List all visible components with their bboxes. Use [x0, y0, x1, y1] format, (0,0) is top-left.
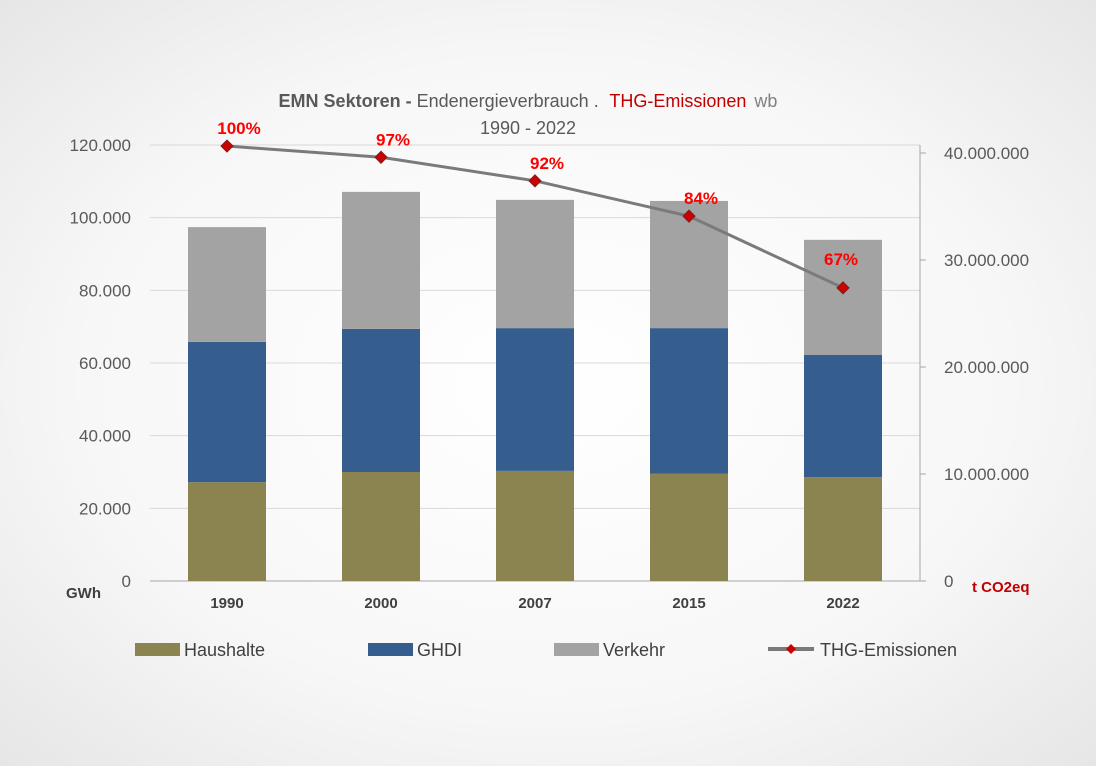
bar-haushalte-2007 — [496, 470, 574, 581]
bar-haushalte-2015 — [650, 473, 728, 581]
bar-haushalte-1990 — [188, 482, 266, 581]
bar-haushalte-2000 — [342, 472, 420, 581]
data-label: 100% — [217, 119, 260, 138]
y2-tick-label: 20.000.000 — [944, 358, 1029, 377]
bar-ghdi-2000 — [342, 328, 420, 472]
line-marker — [528, 174, 542, 188]
bar-ghdi-2015 — [650, 328, 728, 474]
bar-verkehr-2007 — [496, 199, 574, 329]
legend-swatch — [135, 643, 180, 656]
y2-axis-label: t CO2eq — [972, 579, 1030, 596]
legend-swatch — [368, 643, 413, 656]
x-tick-label: 2007 — [518, 595, 551, 612]
y2-tick-label: 10.000.000 — [944, 465, 1029, 484]
x-tick-label: 1990 — [210, 595, 243, 612]
legend-label: Haushalte — [184, 640, 265, 660]
y-tick-label: 40.000 — [79, 427, 131, 446]
title-part4: wb — [753, 91, 777, 111]
line-marker — [836, 281, 850, 295]
line-marker — [220, 139, 234, 153]
y-tick-label: 0 — [122, 572, 131, 591]
data-label: 97% — [376, 130, 410, 149]
y2-tick-label: 0 — [944, 572, 953, 591]
legend-label: THG-Emissionen — [820, 640, 957, 660]
chart-title: EMN Sektoren - Endenergieverbrauch . THG… — [279, 91, 778, 111]
x-tick-label: 2022 — [826, 595, 859, 612]
bar-ghdi-1990 — [188, 341, 266, 483]
line-marker — [374, 150, 388, 164]
y-tick-label: 80.000 — [79, 281, 131, 300]
chart-subtitle: 1990 - 2022 — [480, 118, 576, 138]
y-axis-label: GWh — [66, 585, 101, 602]
data-label: 92% — [530, 154, 564, 173]
data-label: 84% — [684, 189, 718, 208]
y-tick-label: 20.000 — [79, 499, 131, 518]
y2-tick-label: 40.000.000 — [944, 144, 1029, 163]
bar-ghdi-2022 — [804, 355, 882, 478]
legend-label: Verkehr — [603, 640, 665, 660]
x-tick-label: 2015 — [672, 595, 705, 612]
legend-swatch — [554, 643, 599, 656]
title-part3: THG-Emissionen — [609, 91, 746, 111]
y-tick-label: 120.000 — [70, 136, 131, 155]
legend-marker — [786, 644, 796, 654]
x-tick-label: 2000 — [364, 595, 397, 612]
y2-tick-label: 30.000.000 — [944, 251, 1029, 270]
title-sep: - — [401, 91, 417, 111]
bar-haushalte-2022 — [804, 477, 882, 581]
bar-verkehr-2022 — [804, 239, 882, 356]
title-part1: EMN Sektoren — [279, 91, 401, 111]
line-marker — [682, 209, 696, 223]
bar-ghdi-2007 — [496, 328, 574, 471]
title-part2: Endenergieverbrauch — [417, 91, 589, 111]
data-label: 67% — [824, 250, 858, 269]
bar-verkehr-1990 — [188, 227, 266, 342]
y-tick-label: 60.000 — [79, 354, 131, 373]
title-dot: . — [589, 91, 604, 111]
y-tick-label: 100.000 — [70, 209, 131, 228]
legend-label: GHDI — [417, 640, 462, 660]
bar-verkehr-2000 — [342, 191, 420, 329]
